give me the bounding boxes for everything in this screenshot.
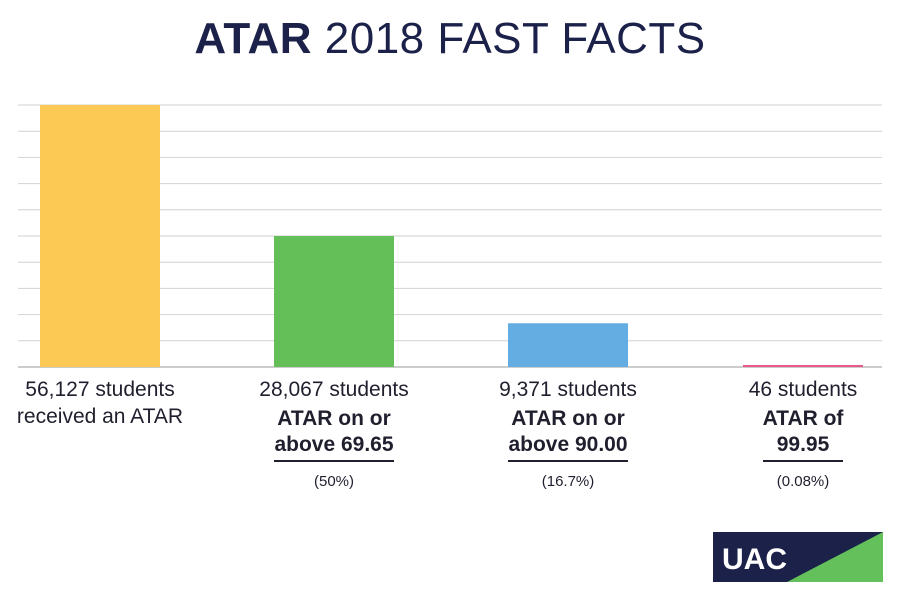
- count-label: 46 students: [748, 378, 858, 401]
- percent-label: (0.08%): [776, 473, 830, 490]
- bar-3: [743, 365, 863, 367]
- logo-green-wedge: [787, 532, 883, 582]
- title-rest: 2018 FAST FACTS: [312, 14, 706, 63]
- description-label: received an ATAR: [16, 405, 184, 428]
- description-label: ATAR on or above 69.65: [274, 406, 394, 462]
- description-line-1: ATAR on or: [511, 407, 625, 430]
- bar-chart: [18, 104, 882, 368]
- percent-label: (16.7%): [541, 473, 595, 490]
- chart-title: ATAR 2018 FAST FACTS: [0, 14, 900, 64]
- category-label-1: 28,067 students ATAR on or above 69.65 (5…: [214, 376, 454, 492]
- bar-1: [274, 235, 394, 367]
- bar-2: [508, 323, 628, 367]
- description-line-2: above 69.65: [274, 433, 394, 456]
- description-line-2: above 90.00: [508, 433, 628, 456]
- category-label-3: 46 students ATAR of 99.95 (0.08%): [683, 376, 900, 492]
- description-line-2: 99.95: [776, 433, 830, 456]
- count-label: 9,371 students: [499, 378, 637, 401]
- category-label-0: 56,127 students received an ATAR: [0, 376, 220, 432]
- bars: [40, 105, 863, 367]
- bar-0: [40, 105, 160, 367]
- category-label-2: 9,371 students ATAR on or above 90.00 (16…: [448, 376, 688, 492]
- description-line-1: ATAR of: [762, 407, 844, 430]
- description-label: ATAR of 99.95: [762, 406, 844, 462]
- description-line-1: ATAR on or: [277, 407, 391, 430]
- logo-text: UAC: [722, 543, 787, 576]
- gridlines: [18, 104, 882, 368]
- uac-logo: UAC: [713, 532, 883, 582]
- percent-label: (50%): [313, 473, 354, 490]
- title-bold: ATAR: [194, 14, 313, 63]
- description-label: ATAR on or above 90.00: [508, 406, 628, 462]
- count-label: 56,127 students: [25, 378, 175, 401]
- count-label: 28,067 students: [259, 378, 409, 401]
